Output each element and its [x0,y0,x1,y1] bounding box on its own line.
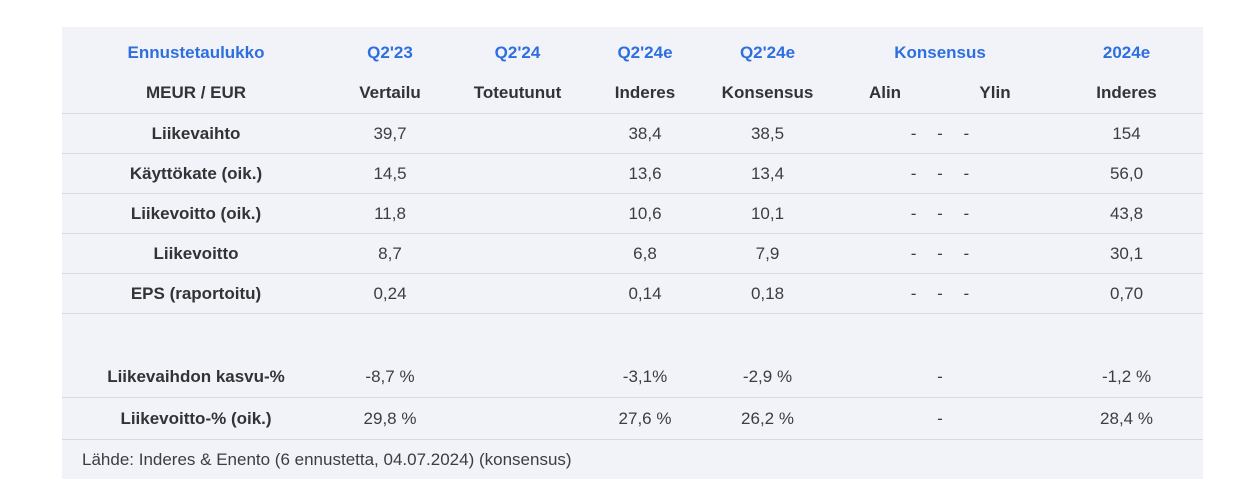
forecast-table: Ennustetaulukko Q2'23 Q2'24 Q2'24e Q2'24… [62,27,1204,480]
header-row-periods: Ennustetaulukko Q2'23 Q2'24 Q2'24e Q2'24… [62,27,1203,73]
row-label: Liikevoitto [62,233,330,274]
forecast-table-container: Ennustetaulukko Q2'23 Q2'24 Q2'24e Q2'24… [62,27,1204,480]
cell-toteutunut [450,273,585,314]
source-text: Lähde: Inderes & Enento (6 ennustetta, 0… [82,449,572,469]
cell-vertailu: -8,7 % [330,356,450,398]
cell-alin-ylin: - - - [830,113,1051,154]
row-label: Liikevoitto (oik.) [62,193,330,234]
table-row-liikevaihto: Liikevaihto 39,7 38,4 38,5 - - - 154 [62,113,1204,154]
cell-2024e: 43,8 [1050,193,1204,234]
cell-konsensus: 10,1 [705,193,830,234]
subheader-alin: Alin [830,73,940,114]
cell-konsensus: 38,5 [705,113,830,154]
cell-alin-ylin: - - - [830,233,1051,274]
cell-toteutunut [450,356,585,398]
row-label: Liikevaihdon kasvu-% [62,356,330,398]
row-label: Liikevaihto [62,113,330,154]
cell-inderes: 6,8 [585,233,705,274]
cell-alin-ylin: - - - [830,193,1051,234]
table-row-kayttokate: Käyttökate (oik.) 14,5 13,6 13,4 - - - 5… [62,153,1204,194]
cell-inderes: -3,1% [585,356,705,398]
cell-toteutunut [450,233,585,274]
row-label: EPS (raportoitu) [62,273,330,314]
cell-toteutunut [450,153,585,194]
subheader-toteutunut: Toteutunut [450,73,585,114]
cell-inderes: 38,4 [585,113,705,154]
table-title: Ennustetaulukko [127,43,265,62]
row-label: Liikevoitto-% (oik.) [62,397,330,440]
row-label: Käyttökate (oik.) [62,153,330,194]
cell-toteutunut [450,193,585,234]
cell-vertailu: 14,5 [330,153,450,194]
cell-alin-ylin: - [830,356,1051,398]
cell-alin-ylin: - [830,397,1051,440]
col-header-2024e: 2024e [1102,43,1151,62]
cell-toteutunut [450,113,585,154]
subheader-inderes-2024e: Inderes [1050,73,1204,114]
cell-inderes: 27,6 % [585,397,705,440]
cell-vertailu: 39,7 [330,113,450,154]
table-row-liikevoitto-pct: Liikevoitto-% (oik.) 29,8 % 27,6 % 26,2 … [62,397,1204,440]
col-header-konsensus-group: Konsensus [894,43,986,62]
col-header-q2-23: Q2'23 [367,43,413,62]
spacer-row [62,314,1203,357]
cell-vertailu: 8,7 [330,233,450,274]
col-header-q2-24e-inderes: Q2'24e [617,43,673,62]
subheader-vertailu: Vertailu [330,73,450,114]
cell-konsensus: 13,4 [705,153,830,194]
cell-konsensus: 7,9 [705,233,830,274]
cell-vertailu: 11,8 [330,193,450,234]
cell-inderes: 13,6 [585,153,705,194]
unit-label: MEUR / EUR [62,73,330,114]
source-row: Lähde: Inderes & Enento (6 ennustetta, 0… [62,440,1203,480]
cell-konsensus: -2,9 % [705,356,830,398]
table-row-eps: EPS (raportoitu) 0,24 0,14 0,18 - - - 0,… [62,273,1204,314]
table-row-liikevoitto: Liikevoitto 8,7 6,8 7,9 - - - 30,1 [62,233,1204,274]
cell-alin-ylin: - - - [830,273,1051,314]
cell-vertailu: 0,24 [330,273,450,314]
col-header-q2-24e-konsensus: Q2'24e [739,43,796,62]
cell-2024e: 30,1 [1050,233,1204,274]
header-row-sublabels: MEUR / EUR Vertailu Toteutunut Inderes K… [62,73,1204,114]
subheader-ylin: Ylin [940,73,1051,114]
cell-2024e: -1,2 % [1050,356,1204,398]
cell-konsensus: 0,18 [705,273,830,314]
cell-2024e: 56,0 [1050,153,1204,194]
cell-alin-ylin: - - - [830,153,1051,194]
cell-2024e: 0,70 [1050,273,1204,314]
cell-2024e: 154 [1050,113,1204,154]
cell-konsensus: 26,2 % [705,397,830,440]
cell-toteutunut [450,397,585,440]
col-header-q2-24: Q2'24 [494,43,541,62]
cell-inderes: 0,14 [585,273,705,314]
subheader-konsensus: Konsensus [705,73,830,114]
cell-vertailu: 29,8 % [330,397,450,440]
table-row-liikevaihdon-kasvu: Liikevaihdon kasvu-% -8,7 % -3,1% -2,9 %… [62,356,1204,398]
table-row-liikevoitto-oik: Liikevoitto (oik.) 11,8 10,6 10,1 - - - … [62,193,1204,234]
cell-2024e: 28,4 % [1050,397,1204,440]
cell-inderes: 10,6 [585,193,705,234]
subheader-inderes: Inderes [585,73,705,114]
